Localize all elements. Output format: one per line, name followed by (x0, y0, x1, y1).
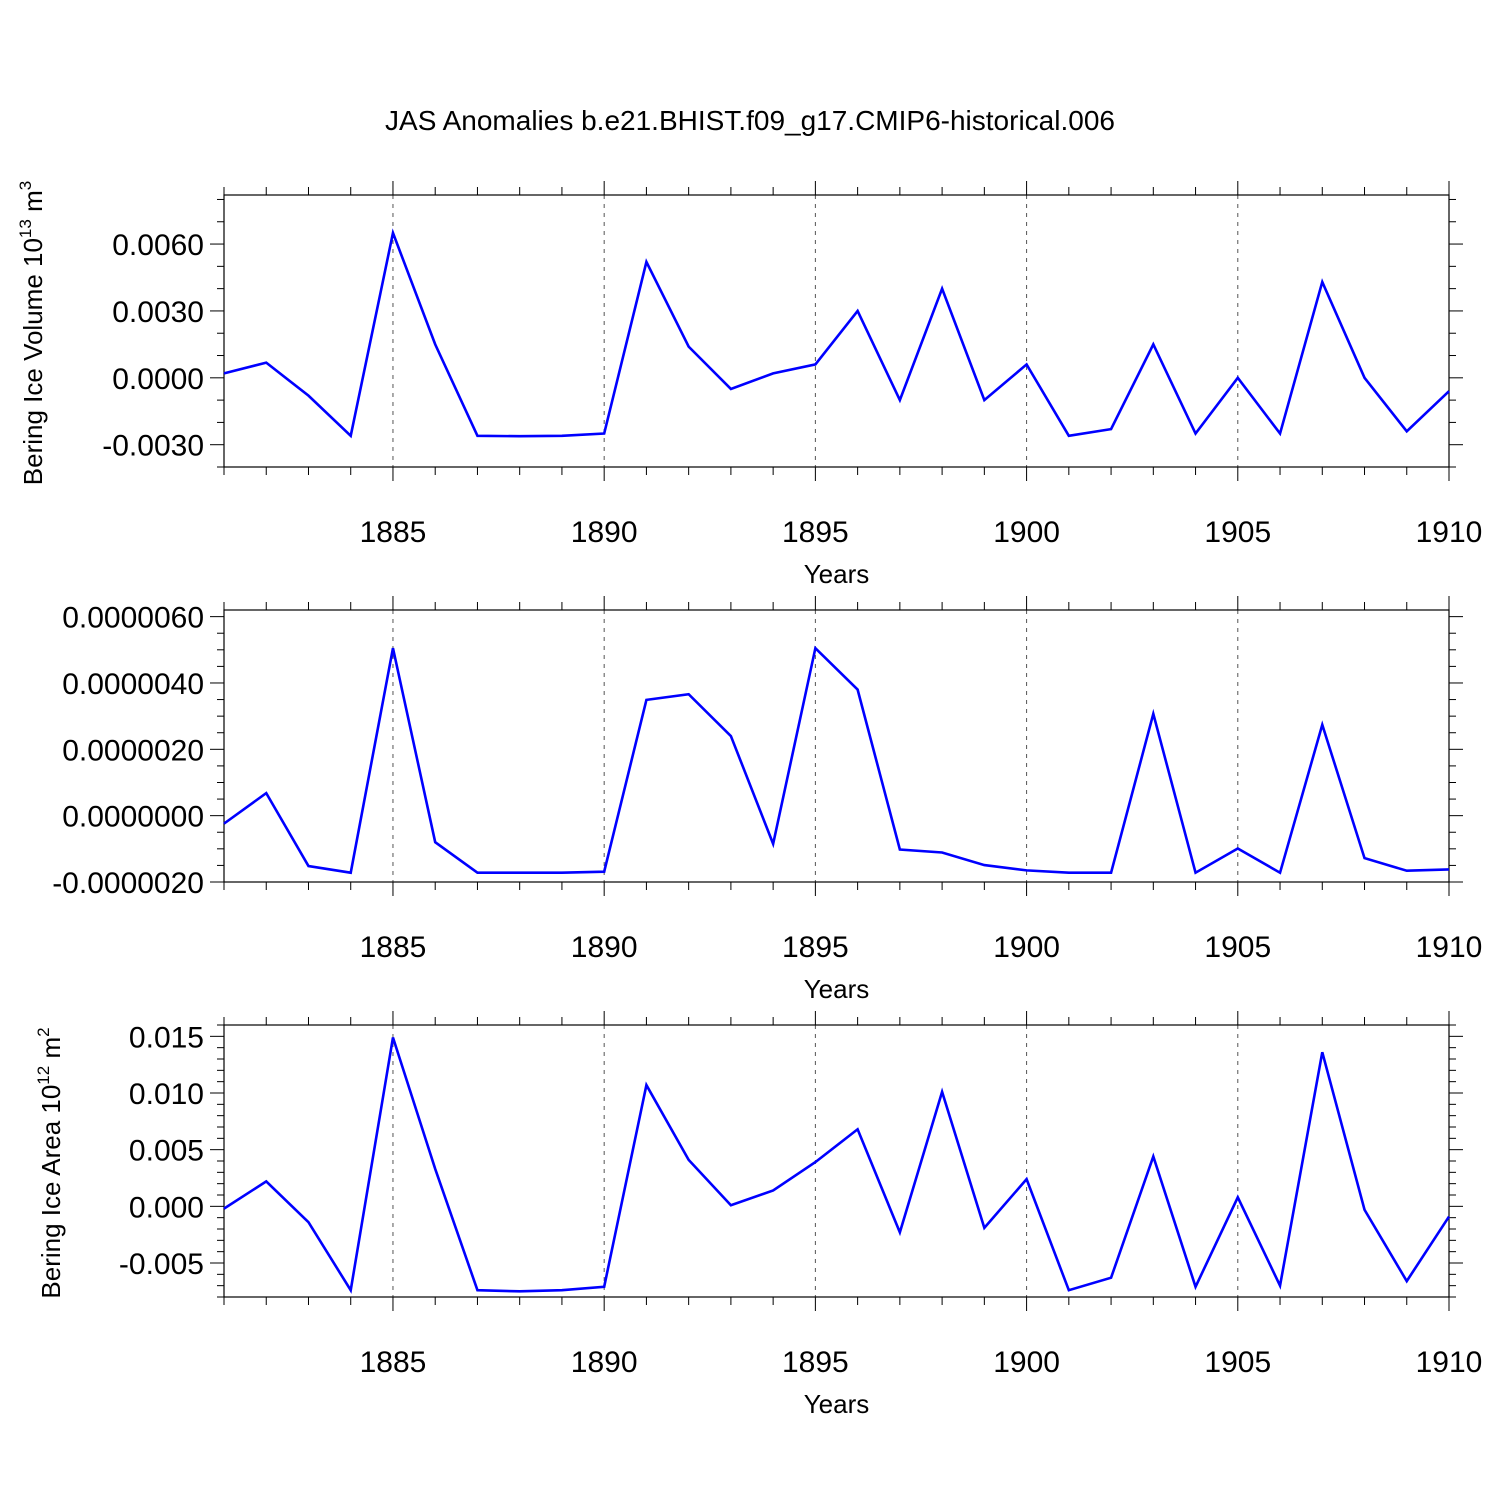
x-axis-label: Years (804, 559, 870, 589)
figure-title: JAS Anomalies b.e21.BHIST.f09_g17.CMIP6-… (385, 105, 1115, 136)
y-axis-label-text: Bering Ice Area 10 (36, 1085, 66, 1299)
x-tick-label: 1905 (1204, 931, 1271, 964)
x-axis-label: Years (804, 1389, 870, 1419)
y-axis-label-exponent: 13 (16, 219, 35, 238)
y-axis-label-unit-exponent: 2 (34, 1027, 53, 1036)
y-axis-label-unit-exponent: 3 (16, 181, 35, 190)
series-line (223, 228, 1450, 439)
x-tick-label: 1905 (1204, 1346, 1271, 1379)
x-axis-label: Years (804, 974, 870, 1004)
x-tick-label: 1890 (571, 516, 638, 549)
x-tick-label: 1890 (571, 931, 638, 964)
plot-frame (223, 609, 1450, 883)
plot-frame (223, 194, 1450, 468)
y-tick-label: 0.010 (129, 1078, 204, 1111)
x-tick-label: 1900 (993, 516, 1060, 549)
y-tick-label: 0.0000000 (62, 801, 204, 834)
y-tick-label: 0.000 (129, 1191, 204, 1224)
y-tick-label: -0.0000020 (52, 867, 204, 900)
x-tick-label: 1905 (1204, 516, 1271, 549)
y-tick-label: 0.0030 (112, 296, 204, 329)
y-tick-label: 0.005 (129, 1135, 204, 1168)
y-tick-label: 0.0000060 (62, 602, 204, 635)
panel-ice-volume: -0.0030 0.0000 0.0030 0.0060 1885 1890 1895 190… (16, 181, 1482, 589)
y-tick-label: 0.015 (129, 1021, 204, 1054)
y-axis-label-unit: m (36, 1037, 66, 1066)
panels: -0.0030 0.0000 0.0030 0.0060 1885 1890 1895 190… (16, 181, 1482, 1419)
y-tick-label: 0.0000040 (62, 668, 204, 701)
x-tick-label: 1910 (1416, 516, 1483, 549)
x-tick-label: 1900 (993, 1346, 1060, 1379)
x-tick-label: 1895 (782, 516, 849, 549)
y-tick-label: 0.0060 (112, 229, 204, 262)
x-tick-label: 1895 (782, 1346, 849, 1379)
y-axis-label-text: Bering Ice Volume 10 (18, 238, 48, 485)
x-tick-label: 1885 (360, 931, 427, 964)
series-line (223, 1037, 1451, 1294)
x-tick-label: 1885 (360, 516, 427, 549)
x-tick-label: 1910 (1416, 931, 1483, 964)
panel-ice-area: -0.005 0.000 0.005 0.010 0.015 1885 1890 1895 19… (34, 1011, 1482, 1419)
x-tick-label: 1895 (782, 931, 849, 964)
y-axis-label-exponent: 12 (34, 1066, 53, 1085)
y-axis-label: Bering Ice Volume 1013 m3 (16, 181, 48, 485)
y-axis-label-unit: m (18, 190, 48, 219)
x-tick-label: 1890 (571, 1346, 638, 1379)
y-axis-label: Bering Ice Area 1012 m2 (34, 1027, 66, 1298)
y-tick-label: 0.0000020 (62, 734, 204, 767)
series-line (223, 645, 1450, 875)
y-tick-label: -0.005 (119, 1248, 204, 1281)
panel-middle: -0.0000020 0.0000000 0.0000020 0.0000040 0.0… (52, 596, 1482, 1004)
x-tick-label: 1900 (993, 931, 1060, 964)
y-tick-label: 0.0000 (112, 363, 204, 396)
x-tick-label: 1910 (1416, 1346, 1483, 1379)
y-tick-label: -0.0030 (102, 430, 204, 463)
x-tick-label: 1885 (360, 1346, 427, 1379)
